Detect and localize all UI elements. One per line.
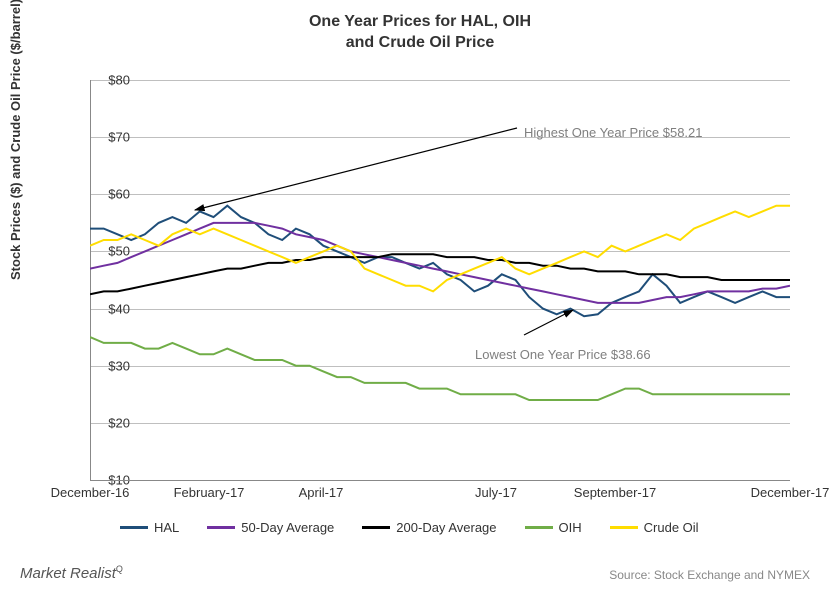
legend-label: OIH	[559, 520, 582, 535]
series-200-day-average	[90, 254, 790, 294]
legend: HAL 50-Day Average 200-Day Average OIH Crude…	[120, 520, 699, 535]
x-tick-label: April-17	[299, 485, 344, 500]
footer-brand-symbol: Q	[116, 564, 123, 574]
plot-area	[90, 80, 790, 480]
legend-swatch	[610, 526, 638, 529]
legend-label: 50-Day Average	[241, 520, 334, 535]
legend-swatch	[362, 526, 390, 529]
series-hal	[90, 206, 790, 317]
footer-brand-text: Market Realist	[20, 565, 116, 582]
annotation-label: Lowest One Year Price $38.66	[475, 347, 651, 362]
y-axis-label: Stock Prices ($) and Crude Oil Price ($/…	[8, 0, 23, 280]
legend-swatch	[207, 526, 235, 529]
x-tick-label: December-17	[751, 485, 830, 500]
series-crude-oil	[90, 206, 790, 292]
legend-item: HAL	[120, 520, 179, 535]
legend-swatch	[120, 526, 148, 529]
x-tick-label: February-17	[174, 485, 245, 500]
chart-title: One Year Prices for HAL, OIH and Crude O…	[0, 12, 840, 54]
x-tick-label: September-17	[574, 485, 656, 500]
legend-item: Crude Oil	[610, 520, 699, 535]
x-axis-line	[90, 480, 790, 481]
legend-label: 200-Day Average	[396, 520, 496, 535]
legend-swatch	[525, 526, 553, 529]
legend-label: HAL	[154, 520, 179, 535]
annotation-label: Highest One Year Price $58.21	[524, 125, 703, 140]
footer-brand: Market RealistQ	[20, 564, 123, 582]
legend-label: Crude Oil	[644, 520, 699, 535]
legend-item: 200-Day Average	[362, 520, 496, 535]
footer-source: Source: Stock Exchange and NYMEX	[609, 568, 810, 582]
title-line2: and Crude Oil Price	[0, 33, 840, 54]
chart-container: One Year Prices for HAL, OIH and Crude O…	[0, 0, 840, 600]
legend-item: 50-Day Average	[207, 520, 334, 535]
x-tick-label: July-17	[475, 485, 517, 500]
legend-item: OIH	[525, 520, 582, 535]
series-oih	[90, 337, 790, 400]
x-tick-label: December-16	[51, 485, 130, 500]
title-line1: One Year Prices for HAL, OIH	[0, 12, 840, 33]
